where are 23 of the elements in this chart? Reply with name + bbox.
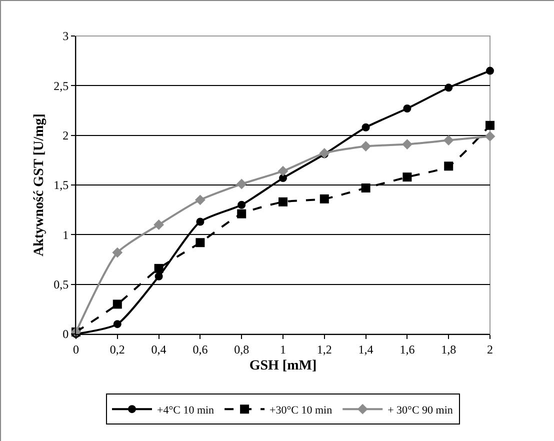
x-tick-label: 0 (73, 342, 79, 356)
x-tick-label: 0,2 (110, 342, 125, 356)
x-tick-label: 0,6 (192, 342, 208, 356)
y-tick-label: 0 (62, 327, 69, 342)
x-tick-label: 1,2 (316, 342, 332, 356)
y-tick-label: 3 (62, 29, 69, 44)
x-tick-label: 0,8 (234, 342, 250, 356)
x-tick-label: 2 (487, 342, 493, 356)
legend-label: +30°C 10 min (270, 404, 333, 416)
x-tick-label: 0,4 (151, 342, 166, 356)
y-tick-label: 1,5 (54, 178, 69, 192)
x-tick-label: 1,8 (441, 342, 456, 356)
x-tick-label: 1 (280, 342, 286, 356)
x-axis-title: GSH [mM] (249, 358, 317, 374)
y-tick-label: 0,5 (54, 278, 69, 292)
legend-label: +4°C 10 min (157, 404, 215, 416)
x-tick-label: 1,4 (358, 342, 374, 356)
x-tick-label: 1,6 (400, 342, 415, 356)
y-tick-label: 2 (62, 128, 69, 143)
y-axis-title: Aktywność GST [U/mg] (32, 114, 48, 256)
y-tick-label: 2,5 (54, 78, 69, 93)
y-tick-label: 1 (62, 228, 69, 242)
legend-label: + 30°C 90 min (388, 404, 454, 416)
